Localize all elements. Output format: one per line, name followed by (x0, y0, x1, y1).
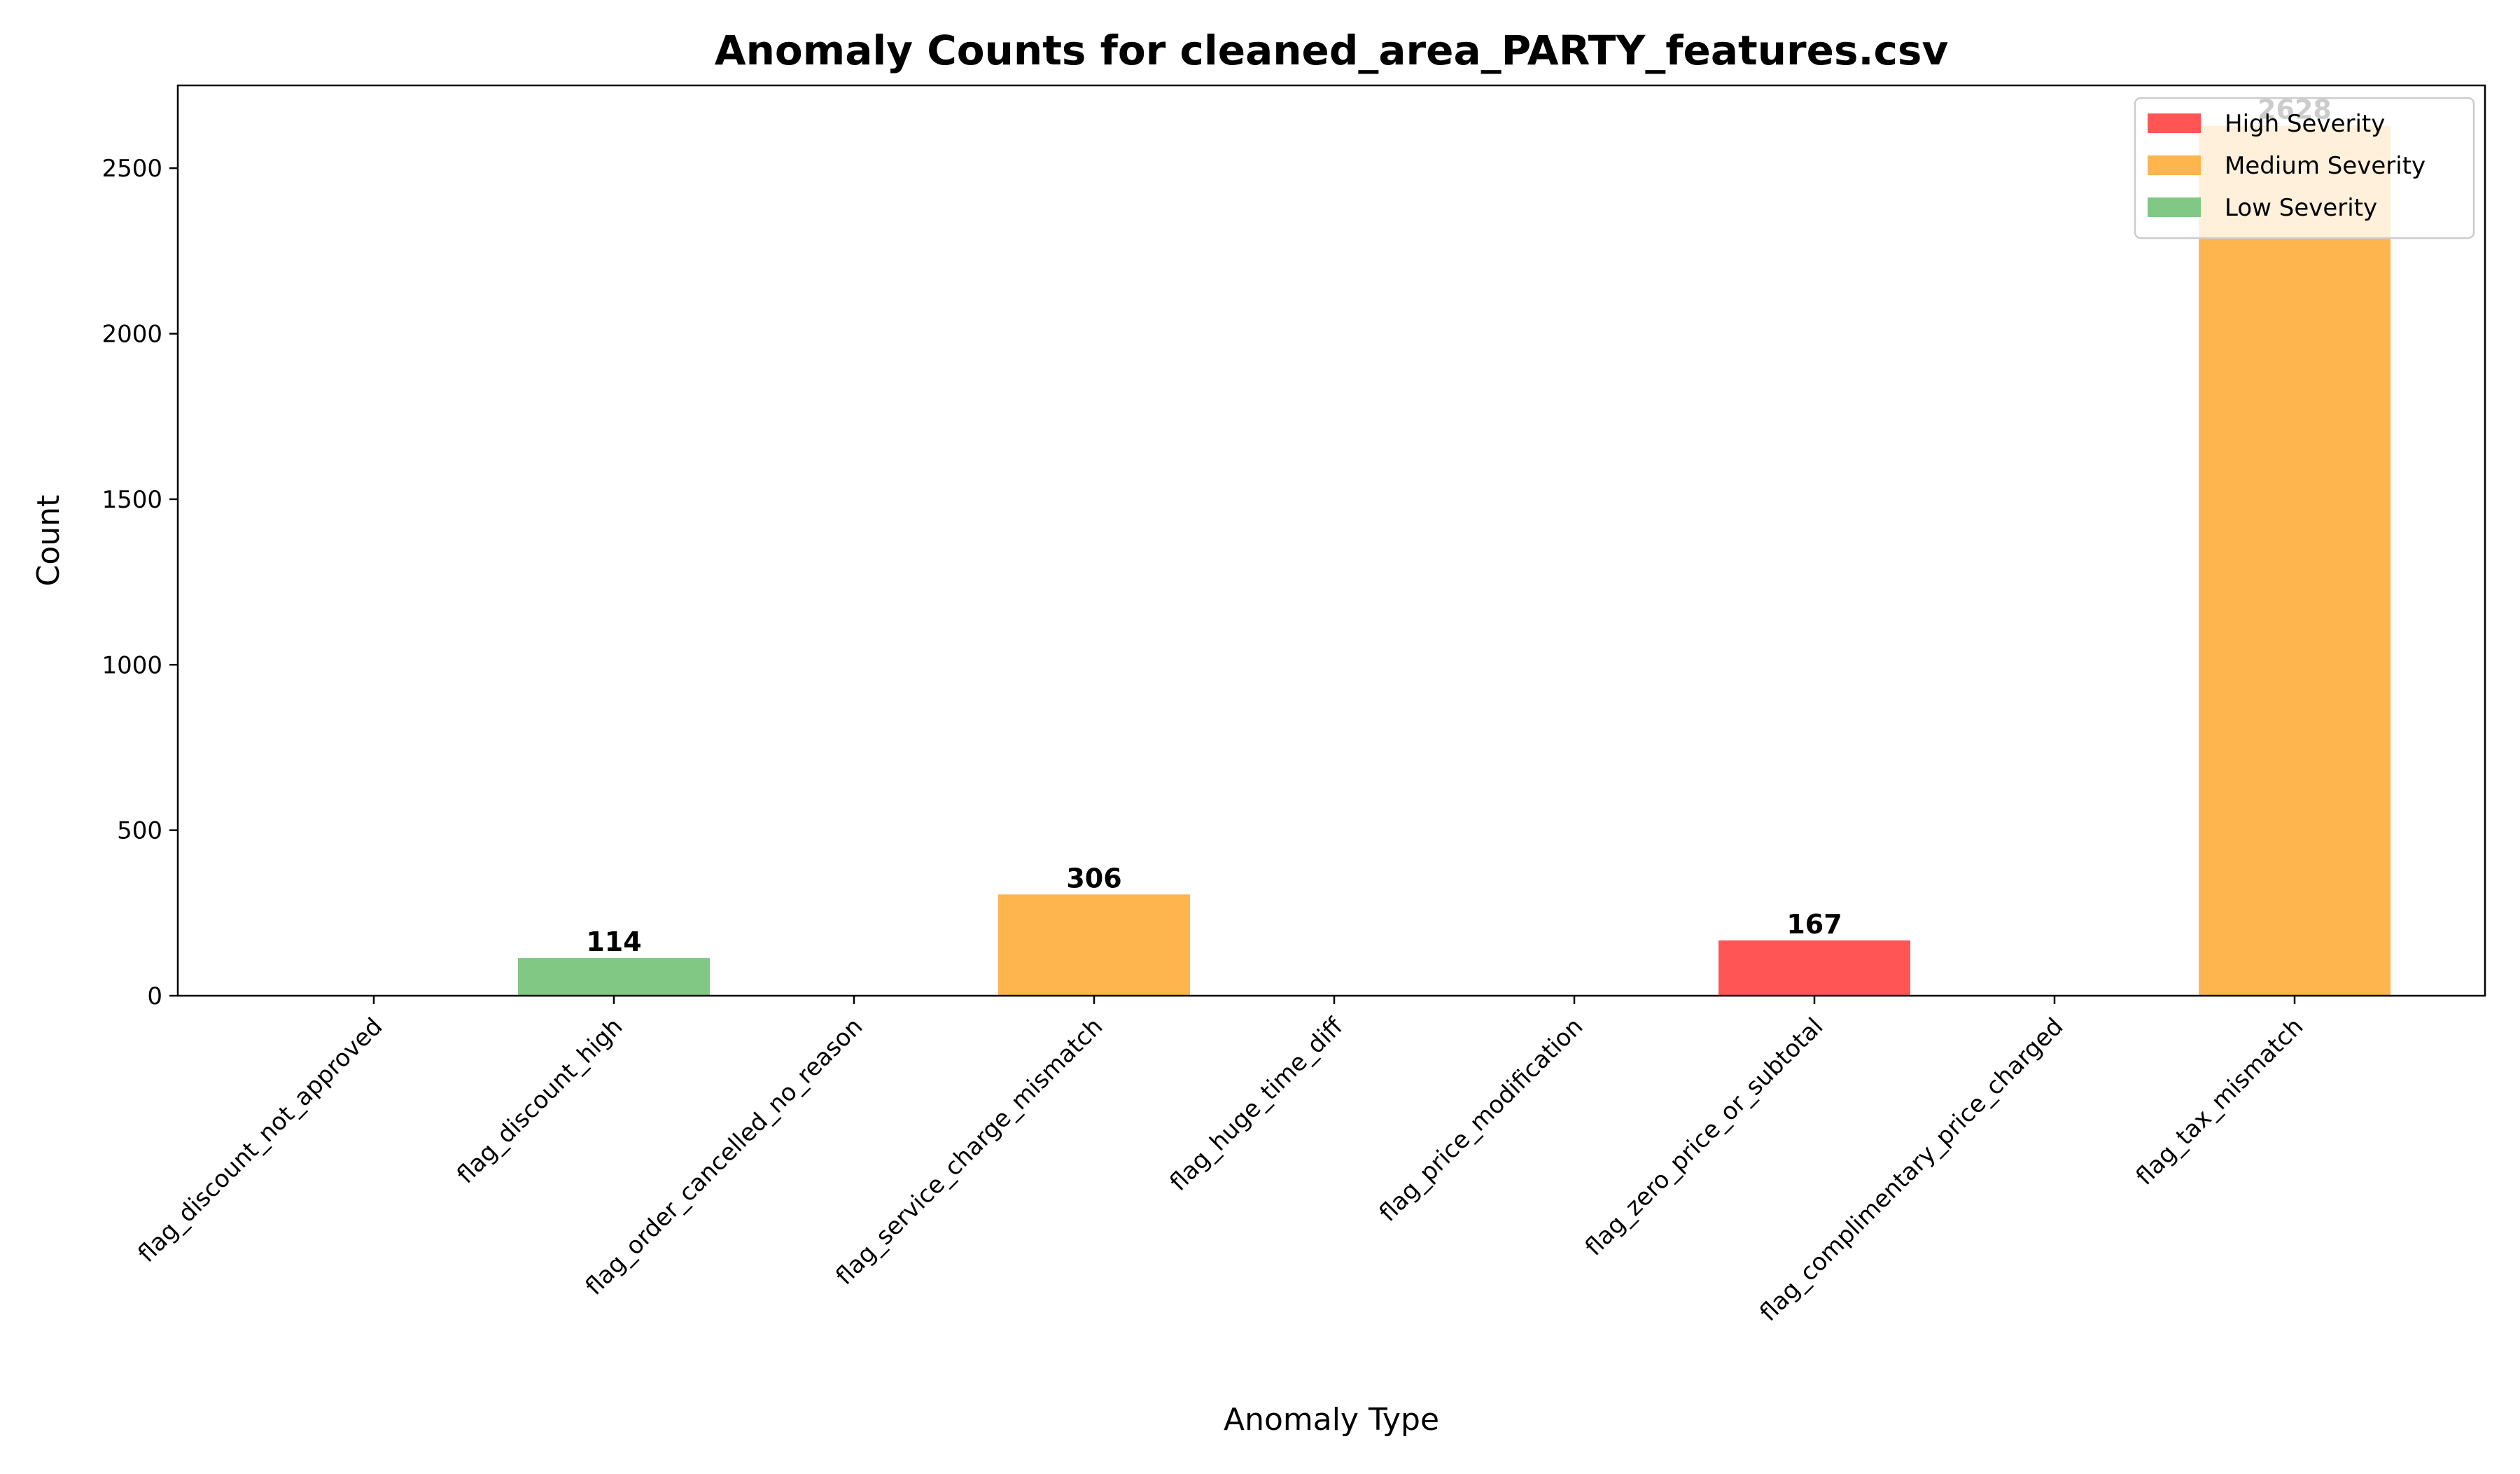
axes-frame (176, 84, 2486, 997)
y-tick-label: 1500 (102, 486, 162, 514)
bars-group (518, 125, 2390, 996)
legend-swatch (2148, 155, 2201, 175)
bar-flag_discount_high (518, 958, 710, 996)
bar-labels-group: 1143061672628 (586, 95, 2332, 957)
x-axis-label: Anomaly Type (1224, 1402, 1439, 1438)
y-tick-label: 1000 (102, 651, 162, 679)
legend: High Severity Medium Severity Low Severity (2134, 97, 2475, 239)
legend-label: Medium Severity (2225, 152, 2426, 180)
x-tick-label: flag_tax_mismatch (2131, 1013, 2309, 1191)
bar-flag_zero_price_or_subtotal (1718, 940, 1910, 996)
bar-value-label: 114 (586, 926, 641, 957)
y-tick-label: 500 (117, 817, 162, 845)
x-tick-label: flag_discount_not_approved (133, 1013, 388, 1268)
chart-title: Anomaly Counts for cleaned_area_PARTY_fe… (715, 27, 1949, 74)
x-tick-label: flag_discount_high (451, 1013, 628, 1189)
x-tick-label: flag_huge_time_diff (1165, 1012, 1350, 1197)
y-tick-label: 0 (147, 982, 162, 1010)
legend-swatch (2148, 197, 2201, 217)
x-tick-label: flag_complimentary_price_charged (1754, 1013, 2068, 1327)
x-tick-label: flag_service_charge_mismatch (830, 1013, 1108, 1291)
legend-swatch (2148, 113, 2201, 133)
y-tick-label: 2500 (102, 155, 162, 183)
x-tick-label: flag_zero_price_or_subtotal (1580, 1013, 1828, 1261)
y-axis-label: Count (31, 495, 66, 587)
legend-box (2134, 97, 2475, 239)
bar-value-label: 167 (1786, 909, 1842, 940)
legend-label: High Severity (2225, 110, 2385, 138)
x-tick-label: flag_order_cancelled_no_reason (580, 1013, 869, 1301)
x-axis-ticks: flag_discount_not_approved flag_discount_… (133, 996, 2309, 1327)
y-axis-ticks: 0 500 1000 1500 2000 2500 (102, 155, 178, 1010)
bar-flag_service_charge_mismatch (998, 894, 1190, 996)
x-tick-label: flag_price_modification (1374, 1013, 1589, 1228)
legend-label: Low Severity (2225, 194, 2377, 222)
bar-value-label: 306 (1066, 863, 1121, 894)
y-tick-label: 2000 (102, 321, 162, 349)
bar-flag_tax_mismatch (2199, 125, 2390, 996)
